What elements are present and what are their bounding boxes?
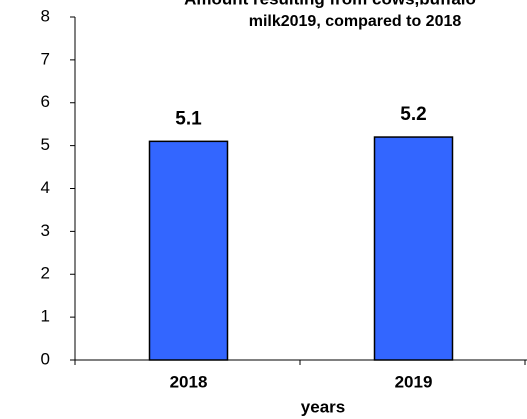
y-tick-label: 5	[41, 135, 50, 154]
data-label: 5.2	[400, 104, 426, 125]
y-tick-label: 3	[41, 221, 50, 240]
y-tick-label: 1	[41, 307, 50, 326]
y-tick-label: 7	[41, 49, 50, 68]
x-tick-label: 2018	[170, 372, 208, 391]
x-tick-label: 2019	[395, 372, 433, 391]
x-axis-label: years	[301, 397, 345, 416]
y-tick-label: 8	[41, 6, 50, 25]
bar	[373, 136, 454, 361]
y-tick-label: 4	[41, 178, 50, 197]
bar	[148, 140, 229, 361]
y-tick-label: 0	[41, 349, 50, 368]
y-tick-label: 6	[41, 92, 50, 111]
chart-title: milk2019, compared to 2018	[249, 13, 462, 30]
y-tick-label: 2	[41, 264, 50, 283]
data-label: 5.1	[175, 108, 202, 129]
chart-title: Amount resulting from cows,buffalo	[184, 0, 476, 8]
